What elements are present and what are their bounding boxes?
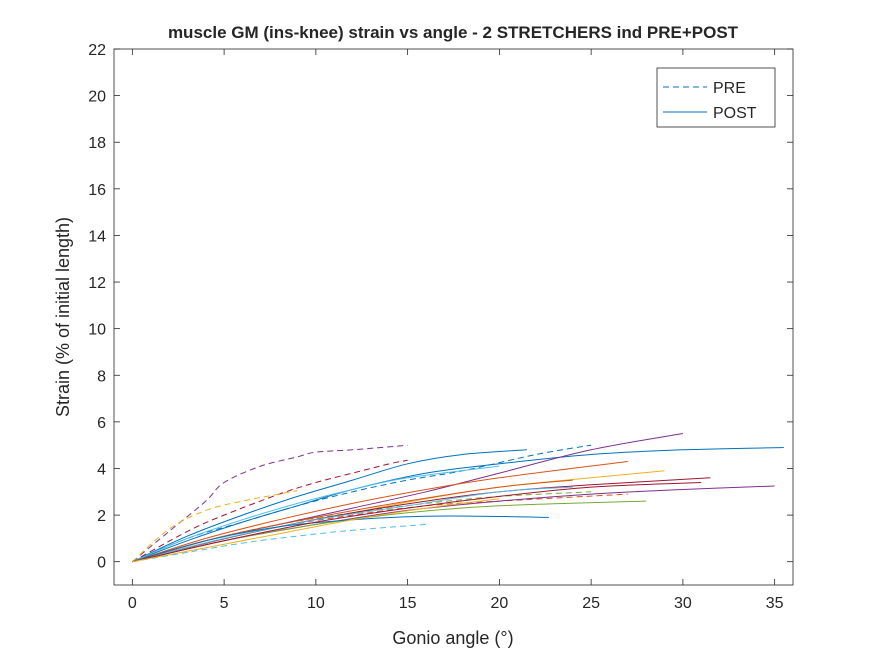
- post-series-line-9: [132, 449, 527, 563]
- x-tick-label: 20: [490, 595, 508, 612]
- post-series-line-16: [132, 486, 573, 563]
- chart-title: muscle GM (ins-knee) strain vs angle - 2…: [168, 23, 739, 42]
- pre-series-line-3: [132, 444, 592, 563]
- y-tick-label: 0: [97, 555, 106, 572]
- post-series-line-19: [132, 482, 702, 563]
- y-tick-label: 12: [88, 275, 106, 292]
- legend-box: [656, 67, 776, 128]
- y-tick-label: 2: [97, 508, 106, 525]
- y-tick-label: 22: [88, 42, 106, 59]
- x-tick-label: 0: [128, 595, 137, 612]
- y-tick-label: 4: [97, 461, 106, 478]
- y-tick-label: 6: [97, 415, 106, 432]
- series-layer: [132, 433, 784, 563]
- y-tick-label: 14: [88, 228, 106, 245]
- pre-series-line-2: [132, 490, 298, 563]
- x-axis-label: Gonio angle (°): [392, 628, 513, 648]
- pre-series-line-4: [132, 523, 427, 563]
- x-ticks: 0 5 10 15 20 25 30 35: [128, 49, 784, 612]
- legend: PRE POST: [656, 67, 776, 128]
- y-tick-label: 10: [88, 322, 106, 339]
- legend-pre-label: PRE: [713, 80, 746, 97]
- post-series-line-11: [132, 461, 628, 563]
- pre-series-line-1: [132, 459, 408, 563]
- x-tick-label: 15: [399, 595, 417, 612]
- axes-background: [114, 49, 793, 585]
- post-series-line-20: [132, 498, 500, 563]
- legend-post-label: POST: [713, 105, 757, 122]
- y-tick-label: 16: [88, 182, 106, 199]
- x-tick-label: 25: [582, 595, 600, 612]
- y-tick-label: 20: [88, 89, 106, 106]
- y-tick-label: 8: [97, 368, 106, 385]
- post-series-line-10: [132, 465, 500, 563]
- x-tick-label: 35: [766, 595, 784, 612]
- axes-box: [113, 48, 794, 586]
- x-tick-label: 10: [307, 595, 325, 612]
- post-series-line-7: [132, 447, 784, 563]
- x-tick-label: 30: [674, 595, 692, 612]
- y-tick-label: 18: [88, 135, 106, 152]
- y-axis-label: Strain (% of initial length): [53, 217, 73, 417]
- x-tick-label: 5: [220, 595, 229, 612]
- y-ticks: 0 2 4 6 8 10 12 14 16 18 20 22: [88, 42, 793, 572]
